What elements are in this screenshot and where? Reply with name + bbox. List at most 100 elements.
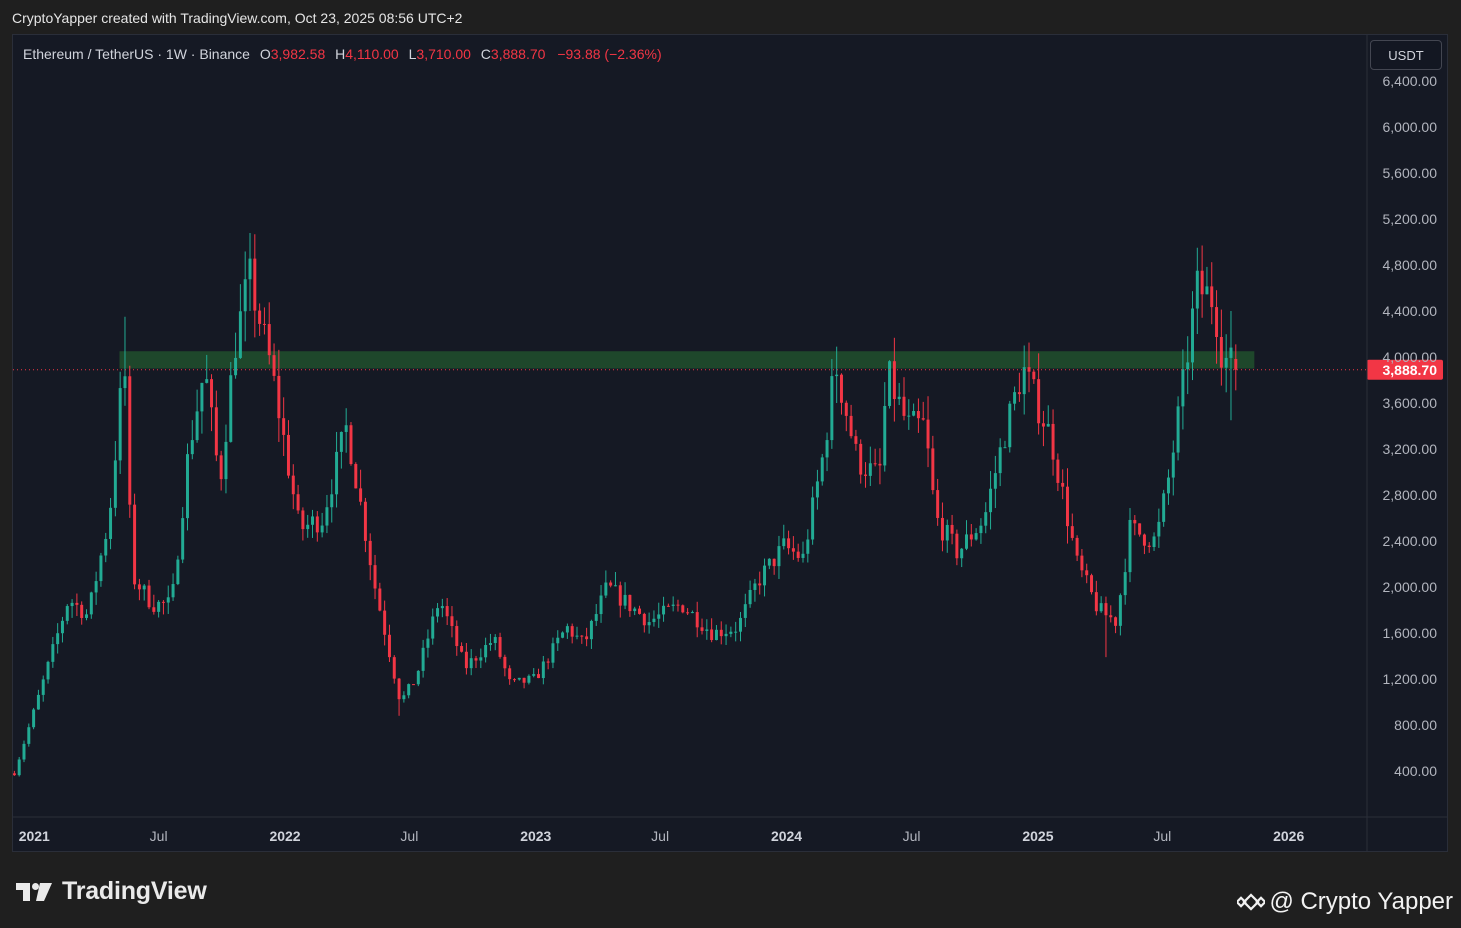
candle-body xyxy=(1138,523,1142,535)
candle-body xyxy=(258,310,262,324)
candle-body xyxy=(662,605,666,615)
candle-body xyxy=(801,553,805,558)
candle-body xyxy=(296,494,300,511)
candle-body xyxy=(36,694,40,710)
candle-body xyxy=(921,418,925,420)
candle-body xyxy=(652,618,656,623)
candle-body xyxy=(984,512,988,526)
candle-body xyxy=(1056,459,1060,483)
candle-body xyxy=(1157,521,1161,537)
candle-body xyxy=(1166,477,1170,494)
candle-body xyxy=(724,633,728,637)
resistance-zone-layer xyxy=(119,351,1255,369)
candle-body xyxy=(339,431,343,452)
candle-body xyxy=(344,425,348,432)
candle-body xyxy=(989,488,993,513)
candle-body xyxy=(22,743,26,760)
candle-body xyxy=(104,538,108,556)
y-tick-label: 6,000.00 xyxy=(1383,119,1438,135)
candle-body xyxy=(1104,603,1108,616)
candle-body xyxy=(330,494,334,508)
chart-panel[interactable]: 3,888.70 400.00 800.00 1,200.00 1,600.00 2,0… xyxy=(12,34,1448,852)
candle-body xyxy=(272,355,276,376)
candle-body xyxy=(1085,570,1089,576)
candle-body xyxy=(1065,486,1069,527)
candle-body xyxy=(368,540,372,566)
candle-body xyxy=(527,675,531,683)
high-label: H xyxy=(335,46,346,62)
candle-body xyxy=(512,679,516,681)
candle-body xyxy=(1128,519,1132,573)
tradingview-logo[interactable]: TradingView xyxy=(16,877,207,906)
y-tick-label: 6,400.00 xyxy=(1383,73,1438,89)
candle-body xyxy=(32,709,36,728)
candle-body xyxy=(214,407,218,456)
last-price-label: 3,888.70 xyxy=(1383,362,1438,378)
candle-body xyxy=(195,411,199,441)
candle-body xyxy=(580,635,584,637)
candle-body xyxy=(224,441,228,480)
candle-body xyxy=(416,670,420,685)
candle-body xyxy=(383,610,387,635)
y-tick-label: 2,400.00 xyxy=(1383,533,1438,549)
price-chart[interactable]: 3,888.70 400.00 800.00 1,200.00 1,600.00 2,0… xyxy=(13,35,1447,851)
candle-body xyxy=(719,629,723,637)
y-tick-label: 400.00 xyxy=(1394,763,1437,779)
candle-body xyxy=(1162,493,1166,522)
candle-body xyxy=(609,582,613,586)
candle-body xyxy=(1070,526,1074,538)
candle-body xyxy=(589,620,593,640)
candle-body xyxy=(936,490,940,518)
candle-body xyxy=(479,657,483,661)
candle-body xyxy=(94,581,98,593)
candle-body xyxy=(1133,519,1137,524)
candle-body xyxy=(152,607,156,612)
candle-body xyxy=(585,636,589,640)
candle-body xyxy=(190,440,194,455)
currency-button[interactable]: USDT xyxy=(1370,40,1442,70)
y-tick-label: 2,800.00 xyxy=(1383,487,1438,503)
candle-body xyxy=(777,546,781,567)
candle-body xyxy=(1142,534,1146,546)
candle-body xyxy=(1008,403,1012,448)
close-label: C xyxy=(480,46,491,62)
candle-body xyxy=(142,585,146,590)
candle-body xyxy=(123,376,127,389)
x-tick-label: 2025 xyxy=(1022,828,1053,844)
candle-body xyxy=(892,361,896,400)
high-value: 4,110.00 xyxy=(345,46,399,62)
candle-body xyxy=(128,376,132,505)
candle-body xyxy=(253,258,257,311)
chart-caption: CryptoYapper created with TradingView.co… xyxy=(12,10,463,26)
candle-body xyxy=(902,396,906,416)
candle-body xyxy=(753,583,757,590)
candle-body xyxy=(714,629,718,641)
y-tick-label: 1,600.00 xyxy=(1383,625,1438,641)
candle-body xyxy=(373,565,377,589)
candle-body xyxy=(787,538,791,549)
candle-body xyxy=(440,606,444,609)
candle-body xyxy=(1090,575,1094,593)
candle-body xyxy=(864,474,868,476)
last-price-line-layer: 3,888.70 xyxy=(13,359,1443,380)
candle-body xyxy=(469,658,473,669)
candle-body xyxy=(551,643,555,663)
candle-body xyxy=(1032,371,1036,380)
candle-body xyxy=(484,645,488,658)
candle-body xyxy=(1051,423,1055,460)
candle-body xyxy=(1219,337,1223,368)
candle-body xyxy=(1037,379,1041,424)
y-tick-label: 2,000.00 xyxy=(1383,579,1438,595)
candle-body xyxy=(912,411,916,416)
candle-body xyxy=(402,695,406,700)
candle-body xyxy=(1210,286,1214,308)
candle-body xyxy=(806,539,810,554)
y-tick-label: 5,200.00 xyxy=(1383,211,1438,227)
candle-body xyxy=(1094,592,1098,612)
candle-body xyxy=(916,411,920,419)
candle-body xyxy=(594,614,598,621)
candle-body xyxy=(618,585,622,606)
candle-body xyxy=(782,538,786,547)
candle-body xyxy=(113,460,117,508)
candle-body xyxy=(1123,572,1127,596)
